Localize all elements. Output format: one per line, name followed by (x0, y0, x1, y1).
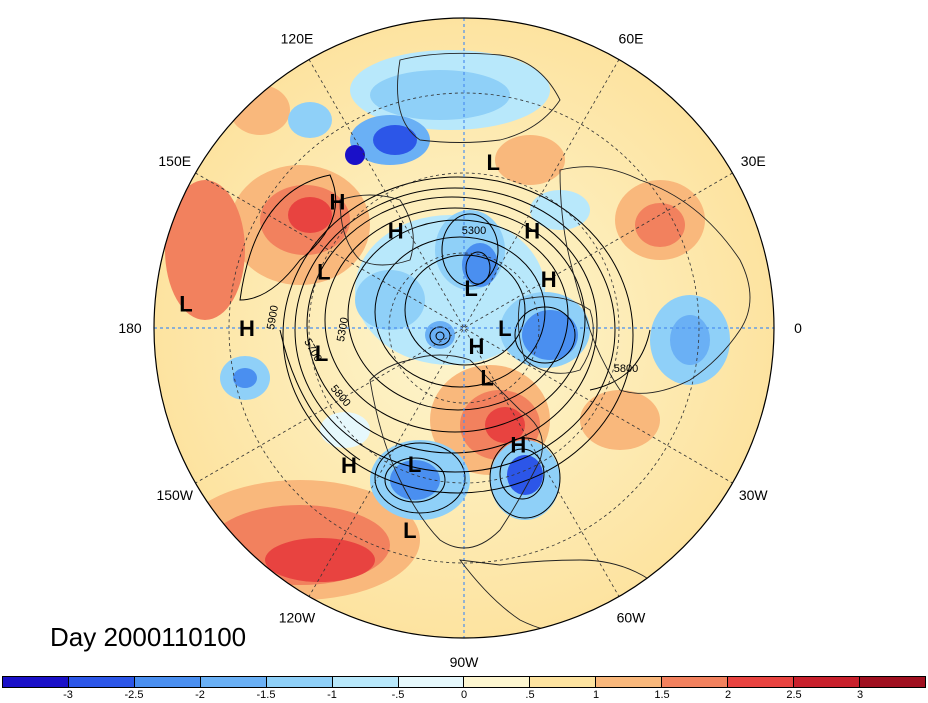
contour-value-label: 5800 (614, 363, 638, 375)
colorbar-segment (398, 677, 465, 687)
low-pressure-marker: L (317, 259, 330, 284)
colorbar-segment (530, 677, 597, 687)
anomaly-patch (522, 310, 578, 360)
colorbar-tick-label: 1.5 (654, 689, 670, 701)
anomaly-patch (288, 102, 332, 138)
anomaly-patch (233, 368, 257, 388)
high-pressure-marker: H (341, 453, 357, 478)
colorbar-tick-label: 2.5 (786, 689, 802, 701)
longitude-label: 90E (452, 0, 477, 2)
colorbar-segment (266, 677, 333, 687)
anomaly-patch (580, 390, 660, 450)
colorbar-segment (662, 677, 729, 687)
longitude-labels: 90E 60E 30E 0 30W 60W 90W 120W 150W 180 150E 120E (118, 0, 802, 670)
longitude-label: 30W (739, 487, 769, 503)
low-pressure-marker: L (487, 150, 500, 175)
anomaly-patch (165, 180, 245, 320)
colorbar-tick-label: -3 (63, 689, 73, 701)
anomaly-patch (670, 315, 710, 365)
longitude-label: 60W (617, 609, 647, 625)
contour-value-label: 5900 (265, 304, 281, 330)
colorbar-segment (134, 677, 201, 687)
colorbar-tick-label: -1.5 (256, 689, 276, 701)
colorbar (2, 676, 926, 688)
high-pressure-marker: H (541, 267, 557, 292)
low-pressure-marker: L (498, 316, 511, 341)
longitude-label: 120W (279, 609, 316, 625)
low-pressure-marker: L (480, 366, 493, 391)
colorbar-tick-label: -1 (327, 689, 337, 701)
anomaly-patch (230, 85, 290, 135)
anomaly-patch (320, 412, 370, 448)
anomaly-patch (355, 270, 425, 330)
colorbar-tick-label: 1 (592, 689, 600, 701)
longitude-label: 0 (794, 320, 802, 336)
colorbar-segment (3, 677, 69, 687)
colorbar-segment (464, 677, 531, 687)
low-pressure-marker: L (408, 452, 421, 477)
anomaly-patch (373, 125, 417, 155)
longitude-label: 180 (118, 320, 142, 336)
colorbar-segment (200, 677, 267, 687)
contour-value-label: 5300 (462, 225, 486, 237)
low-pressure-marker: L (315, 341, 328, 366)
anomaly-patch (370, 70, 510, 120)
colorbar-tick-label: .5 (525, 689, 535, 701)
longitude-label: 60E (619, 31, 644, 47)
colorbar-tick-label: 2 (724, 689, 732, 701)
low-pressure-marker: L (179, 292, 192, 317)
longitude-label: 150E (158, 153, 191, 169)
anomaly-patch (345, 145, 365, 165)
colorbar-tick-label: -2 (195, 689, 205, 701)
graticule (154, 18, 774, 638)
colorbar-ticks: -3 -2.5 -2 -1.5 -1 -.5 0 .5 1 1.5 2 2.5 3 (0, 689, 928, 703)
anomaly-patch (507, 455, 543, 495)
anomaly-patch (495, 135, 565, 185)
colorbar-segment (68, 677, 135, 687)
anomaly-patch (265, 538, 375, 582)
low-pressure-marker: L (403, 518, 416, 543)
high-pressure-marker: H (239, 316, 255, 341)
colorbar-segment (728, 677, 795, 687)
colorbar-tick-label: 3 (856, 689, 864, 701)
longitude-label: 30E (741, 153, 766, 169)
anomaly-patch (288, 197, 332, 233)
colorbar-segment (859, 677, 925, 687)
high-pressure-marker: H (468, 334, 484, 359)
colorbar-tick-label: -2.5 (124, 689, 144, 701)
colorbar-segment (596, 677, 663, 687)
coastlines (339, 52, 751, 634)
longitude-label: 150W (156, 487, 193, 503)
colorbar-tick-label: 0 (460, 689, 468, 701)
colorbar-segment (332, 677, 399, 687)
longitude-label: 120E (281, 31, 314, 47)
high-pressure-marker: H (524, 219, 540, 244)
colorbar-tick-label: -.5 (391, 689, 405, 701)
polar-stereographic-map: 90E 60E 30E 0 30W 60W 90W 120W 150W 180 150E 120E H… (118, 0, 802, 670)
high-pressure-marker: H (388, 219, 404, 244)
anomaly-patch (485, 407, 525, 443)
anomaly-patch (635, 203, 685, 247)
high-pressure-marker: H (510, 432, 526, 457)
colorbar-segment (794, 677, 860, 687)
map-boundary (153, 17, 775, 639)
longitude-label: 90W (450, 654, 480, 670)
contour-value-label: 5300 (335, 316, 351, 342)
high-pressure-marker: H (329, 189, 345, 214)
date-label: Day 2000110100 (50, 622, 247, 652)
low-pressure-marker: L (464, 276, 477, 301)
height-contours (239, 174, 651, 519)
